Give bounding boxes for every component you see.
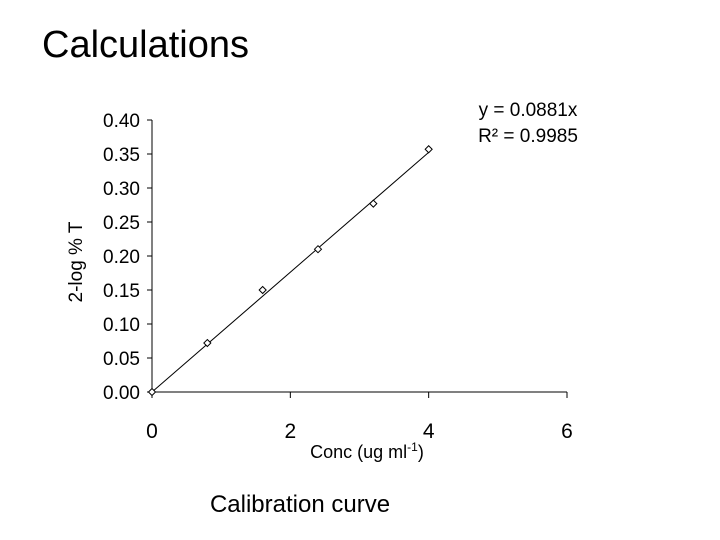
- y-tick-label: 0.35: [103, 145, 140, 166]
- data-point: [203, 338, 212, 348]
- x-axis-label: Conc (ug ml-1): [310, 440, 424, 462]
- y-tick-label: 0.25: [103, 213, 140, 234]
- y-tick-label: 0.05: [103, 349, 140, 370]
- data-point: [147, 387, 157, 397]
- y-axis-label: 2-log % T: [66, 221, 87, 302]
- trendline: [151, 151, 429, 393]
- y-tick-label: 0.40: [103, 111, 140, 132]
- x-tick-label: 0: [146, 420, 158, 443]
- y-tick-label: 0.10: [103, 315, 140, 336]
- data-point: [369, 199, 378, 208]
- x-tick-label: 4: [423, 420, 435, 443]
- trendline-equation: y = 0.0881x: [479, 100, 578, 121]
- slide-title: Calculations: [42, 24, 249, 66]
- figure-caption: Calibration curve: [209, 491, 391, 518]
- y-tick-label: 0.15: [103, 281, 140, 302]
- data-point: [258, 285, 267, 295]
- x-tick-label: 6: [561, 420, 573, 443]
- y-tick-label: 0.00: [103, 383, 140, 404]
- data-point: [313, 244, 323, 254]
- y-tick-label: 0.30: [103, 179, 140, 200]
- y-tick-label: 0.20: [103, 247, 140, 268]
- x-tick-label: 2: [284, 420, 296, 443]
- data-point: [424, 145, 433, 154]
- r-squared-label: R² = 0.9985: [478, 126, 578, 147]
